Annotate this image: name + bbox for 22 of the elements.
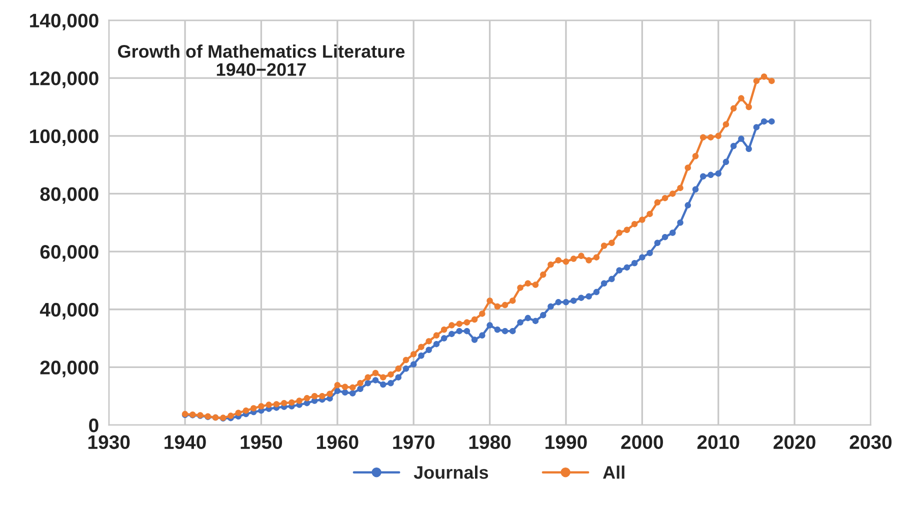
y-tick-label: 0 bbox=[89, 418, 98, 432]
y-tick-label: 40,000 bbox=[40, 302, 98, 320]
x-tick-label: 2030 bbox=[850, 435, 892, 450]
x-tick-label: 1980 bbox=[469, 435, 511, 450]
x-tick-label: 1990 bbox=[546, 435, 587, 450]
y-tick-label: 20,000 bbox=[40, 360, 98, 378]
y-tick-label: 120,000 bbox=[30, 72, 98, 88]
text: Growth of Mathematics Literature 1940−2017 bbox=[118, 44, 405, 76]
y-tick-label: 80,000 bbox=[40, 187, 98, 204]
x-tick-label: 2020 bbox=[774, 435, 816, 450]
y-tick-label: 100,000 bbox=[30, 129, 98, 146]
legend-label: All bbox=[602, 466, 624, 479]
y-tick-label: 140,000 bbox=[30, 14, 98, 30]
y-tick-label: 60,000 bbox=[40, 245, 98, 262]
x-tick-label: 2000 bbox=[621, 435, 663, 450]
x-tick-label: 1940 bbox=[164, 435, 206, 450]
x-tick-label: 2010 bbox=[697, 435, 740, 450]
legend-label: Journals bbox=[414, 466, 488, 479]
x-tick-label: 1960 bbox=[317, 435, 358, 450]
x-tick-label: 1950 bbox=[240, 435, 282, 450]
x-tick-label: 1930 bbox=[88, 435, 130, 450]
x-tick-label: 1970 bbox=[393, 435, 434, 450]
